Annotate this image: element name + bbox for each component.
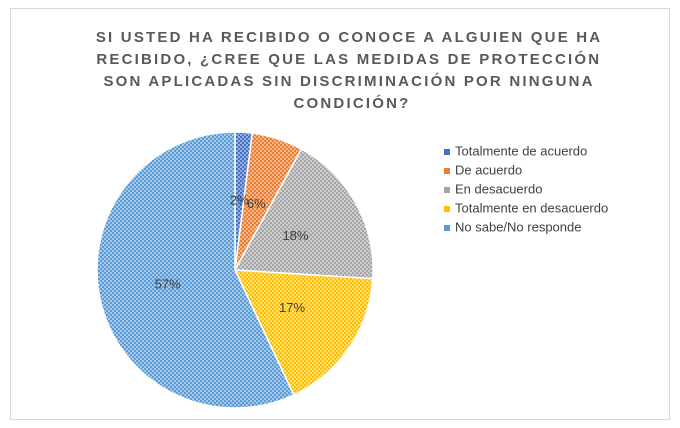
- data-label: 6%: [247, 196, 266, 211]
- legend-swatch: [444, 225, 450, 231]
- legend-swatch: [444, 206, 450, 212]
- legend-label: De acuerdo: [455, 162, 522, 177]
- chart-title: SI USTED HA RECIBIDO O CONOCE A ALGUIEN …: [96, 29, 608, 112]
- legend-swatch: [444, 149, 450, 155]
- pie-slice: [233, 269, 374, 396]
- legend-swatch: [444, 168, 450, 174]
- data-label: 57%: [155, 276, 181, 291]
- legend-label: Totalmente de acuerdo: [455, 143, 587, 158]
- legend-label: No sabe/No responde: [455, 219, 581, 234]
- data-label: 2%: [230, 193, 249, 208]
- pie-slice: [233, 148, 374, 280]
- pie-slice: [96, 131, 295, 409]
- data-label: 18%: [282, 228, 308, 243]
- legend-swatch: [444, 187, 450, 193]
- legend-label: Totalmente en desacuerdo: [455, 200, 608, 215]
- data-label: 17%: [279, 300, 305, 315]
- legend-label: En desacuerdo: [455, 181, 542, 196]
